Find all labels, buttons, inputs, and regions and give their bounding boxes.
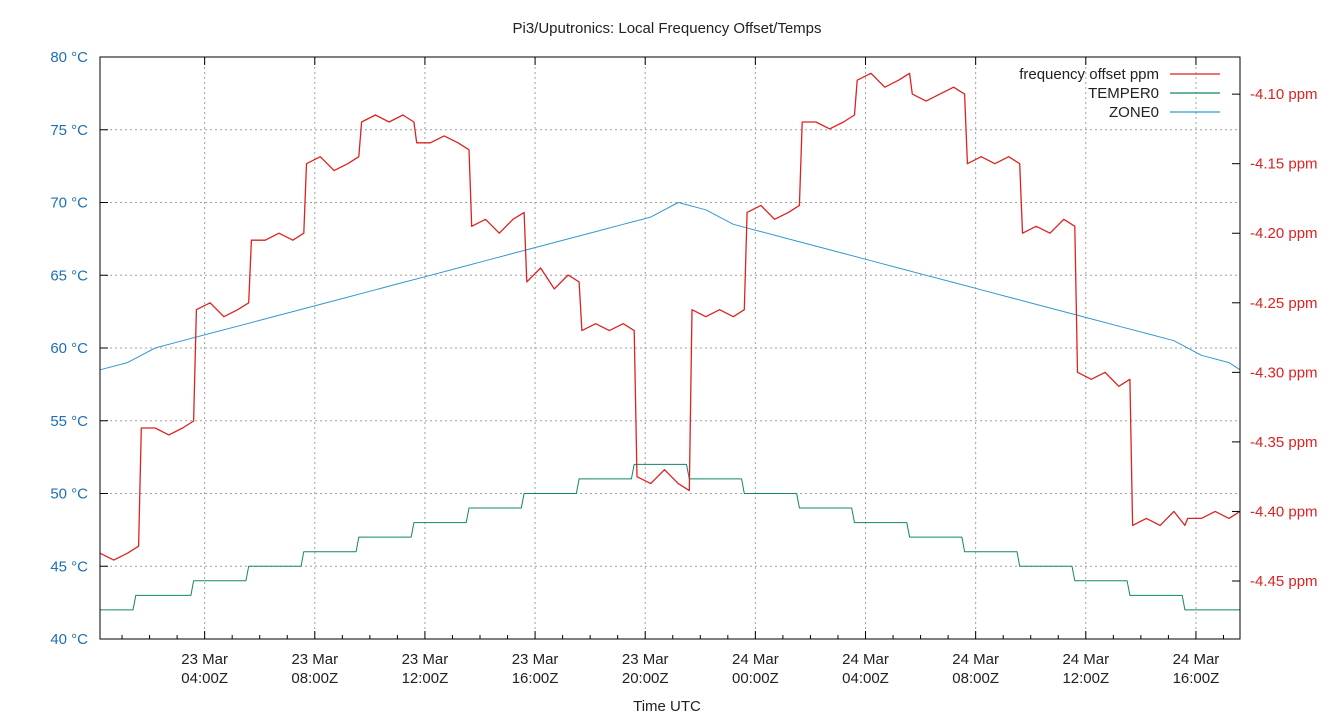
x-tick-label-date: 23 Mar bbox=[291, 651, 338, 668]
legend-label: TEMPER0 bbox=[1088, 85, 1159, 102]
series-line-zone0 bbox=[99, 202, 1241, 371]
x-tick-label-time: 00:00Z bbox=[732, 670, 779, 687]
grid bbox=[100, 57, 1240, 639]
series-line-temper0 bbox=[100, 463, 1240, 611]
x-tick-label-date: 23 Mar bbox=[512, 651, 559, 668]
left-tick-label: 65 °C bbox=[50, 267, 88, 284]
x-tick-label-time: 04:00Z bbox=[842, 670, 889, 687]
right-tick-label: -4.20 ppm bbox=[1250, 225, 1318, 242]
left-tick-label: 55 °C bbox=[50, 413, 88, 430]
series-layer bbox=[99, 72, 1241, 611]
x-tick-label-date: 23 Mar bbox=[181, 651, 228, 668]
x-tick-label-time: 12:00Z bbox=[402, 670, 449, 687]
x-tick-label-date: 24 Mar bbox=[952, 651, 999, 668]
x-tick-label-date: 24 Mar bbox=[1062, 651, 1109, 668]
series-line-frequency-offset-ppm bbox=[99, 72, 1241, 561]
left-tick-label: 80 °C bbox=[50, 49, 88, 66]
x-tick-label-date: 24 Mar bbox=[1173, 651, 1220, 668]
right-tick-label: -4.10 ppm bbox=[1250, 86, 1318, 103]
right-tick-label: -4.15 ppm bbox=[1250, 156, 1318, 173]
left-tick-label: 60 °C bbox=[50, 340, 88, 357]
axes: 40 °C 45 °C 50 °C 55 °C 60 °C 65 °C 70 °C 75 °C… bbox=[50, 49, 1317, 687]
x-axis-label: Time UTC bbox=[633, 698, 701, 715]
right-tick-label: -4.25 ppm bbox=[1250, 295, 1318, 312]
left-tick-label: 45 °C bbox=[50, 558, 88, 575]
x-tick-label-date: 24 Mar bbox=[842, 651, 889, 668]
x-tick-label-date: 24 Mar bbox=[732, 651, 779, 668]
x-tick-label-time: 08:00Z bbox=[952, 670, 999, 687]
legend-label: frequency offset ppm bbox=[1019, 66, 1159, 83]
x-tick-label-date: 23 Mar bbox=[402, 651, 449, 668]
legend-label: ZONE0 bbox=[1109, 104, 1159, 121]
x-tick-label-time: 20:00Z bbox=[622, 670, 669, 687]
x-tick-label-date: 23 Mar bbox=[622, 651, 669, 668]
right-tick-label: -4.45 ppm bbox=[1250, 573, 1318, 590]
right-tick-label: -4.35 ppm bbox=[1250, 434, 1318, 451]
x-tick-label-time: 16:00Z bbox=[1173, 670, 1220, 687]
right-tick-label: -4.40 ppm bbox=[1250, 503, 1318, 520]
left-tick-label: 75 °C bbox=[50, 122, 88, 139]
x-tick-label-time: 04:00Z bbox=[181, 670, 228, 687]
x-tick-label-time: 16:00Z bbox=[512, 670, 559, 687]
right-tick-label: -4.30 ppm bbox=[1250, 364, 1318, 381]
left-tick-label: 70 °C bbox=[50, 195, 88, 212]
x-tick-label-time: 08:00Z bbox=[291, 670, 338, 687]
left-tick-label: 50 °C bbox=[50, 486, 88, 503]
x-tick-label-time: 12:00Z bbox=[1062, 670, 1109, 687]
legend: frequency offset ppm TEMPER0 ZONE0 bbox=[1019, 66, 1220, 121]
chart-title: Pi3/Uputronics: Local Frequency Offset/T… bbox=[512, 20, 821, 37]
left-tick-label: 40 °C bbox=[50, 631, 88, 648]
